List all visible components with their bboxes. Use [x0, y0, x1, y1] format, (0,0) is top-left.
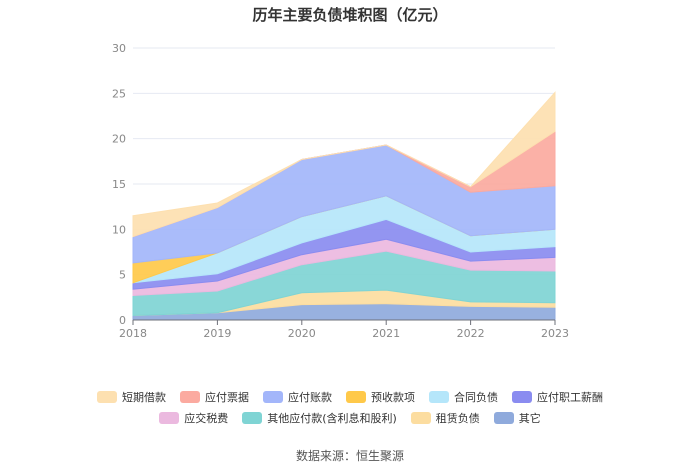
legend-label: 合同负债 — [454, 390, 498, 404]
legend-swatch — [263, 390, 283, 403]
area-短期借款 — [132, 91, 556, 238]
legend-swatch — [97, 390, 117, 403]
legend-item[interactable]: 预收款项 — [346, 389, 415, 405]
legend-swatch — [159, 411, 180, 424]
x-tick-label: 2023 — [541, 327, 569, 340]
y-tick-label: 10 — [112, 223, 126, 236]
legend-row: 应交税费 其他应付款(含利息和股利) 租赁负债 其它 — [0, 407, 700, 428]
legend-swatch — [429, 390, 449, 403]
legend-item[interactable]: 租赁负债 — [410, 410, 480, 426]
legend-swatch — [242, 411, 263, 424]
y-tick-label: 5 — [119, 269, 126, 282]
chart-title: 历年主要负债堆积图（亿元） — [252, 6, 448, 24]
legend-item[interactable]: 合同负债 — [429, 389, 498, 405]
legend-item[interactable]: 其它 — [493, 410, 541, 426]
x-tick-label: 2020 — [288, 327, 316, 340]
legend-label: 租赁负债 — [435, 411, 480, 425]
legend-label: 应付职工薪酬 — [537, 390, 603, 404]
legend-item[interactable]: 其他应付款(含利息和股利) — [242, 410, 397, 426]
x-tick-label: 2022 — [457, 327, 485, 340]
legend-item[interactable]: 应付票据 — [180, 389, 249, 405]
legend-label: 短期借款 — [122, 390, 166, 404]
legend-label: 应付票据 — [205, 390, 249, 404]
y-tick-label: 25 — [112, 87, 126, 100]
legend-swatch — [346, 390, 366, 403]
x-tick-label: 2021 — [372, 327, 400, 340]
y-tick-label: 15 — [112, 178, 126, 191]
y-tick-label: 0 — [119, 314, 126, 327]
legend-swatch — [180, 390, 200, 403]
legend-label: 其它 — [518, 411, 541, 425]
legend-label: 预收款项 — [371, 390, 415, 404]
y-tick-label: 30 — [112, 42, 126, 55]
legend-item[interactable]: 应交税费 — [159, 410, 228, 426]
legend-item[interactable]: 短期借款 — [97, 389, 166, 405]
y-tick-label: 20 — [112, 133, 126, 146]
legend: 短期借款 应付票据 应付账款 预收款项 合同负债 应付职工薪酬 应交税费 其他应付款(含利息… — [0, 386, 700, 428]
legend-item[interactable]: 应付职工薪酬 — [512, 389, 603, 405]
axes: 0 5 10 15 20 25 30 2018 2019 2020 2021 2022 2023 — [112, 42, 569, 340]
legend-swatch — [493, 411, 514, 424]
x-tick-label: 2018 — [119, 327, 147, 340]
legend-label: 其他应付款(含利息和股利) — [267, 411, 397, 425]
legend-swatch — [410, 411, 431, 424]
legend-row: 短期借款 应付票据 应付账款 预收款项 合同负债 应付职工薪酬 — [0, 386, 700, 407]
legend-swatch — [512, 390, 532, 403]
source-note: 数据来源：恒生聚源 — [295, 449, 404, 463]
x-tick-label: 2019 — [203, 327, 231, 340]
legend-item[interactable]: 应付账款 — [263, 389, 332, 405]
area-series — [132, 91, 556, 321]
legend-label: 应交税费 — [184, 411, 229, 425]
legend-label: 应付账款 — [288, 390, 332, 404]
